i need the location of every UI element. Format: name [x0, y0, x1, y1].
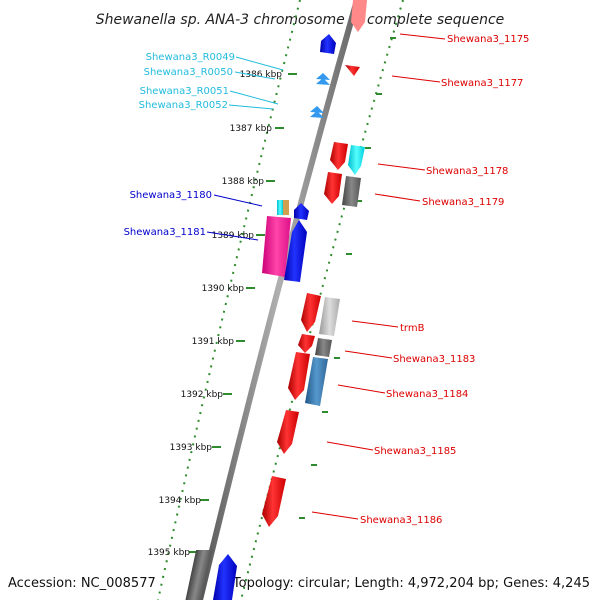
gene-label[interactable]: Shewana3_1177	[441, 78, 523, 89]
gene-shewana3-1180[interactable]	[277, 200, 283, 215]
right-gene-labels: Shewana3_1175 Shewana3_1177 Shewana3_117…	[360, 34, 529, 526]
kbp-label: 1390 kbp	[202, 284, 245, 294]
gene-shewana3-r0051[interactable]	[310, 106, 324, 113]
gene-shewana3-1180-b[interactable]	[283, 200, 289, 215]
gene-shewana3-r0049[interactable]	[316, 73, 330, 80]
gene-label[interactable]: Shewana3_1175	[447, 34, 529, 45]
gene-label[interactable]: Shewana3_1179	[422, 197, 504, 208]
forward-features	[262, 0, 367, 527]
gene-shewana3-1183-neighbor[interactable]	[298, 334, 315, 353]
gene-shewana3-1178[interactable]	[330, 142, 348, 170]
gene-label[interactable]: Shewana3_1184	[386, 389, 468, 400]
gene-shewana3-1184-neighbor[interactable]	[288, 352, 310, 400]
kbp-label: 1387 kbp	[230, 124, 273, 134]
topology-label: Topology: circular; Length: 4,972,204 bp…	[232, 576, 590, 591]
gene-shewana3-1181[interactable]	[284, 220, 307, 282]
gene-shewana3-1186[interactable]	[262, 476, 286, 527]
kbp-label: 1393 kbp	[170, 443, 213, 453]
left-gene-labels: Shewana3_R0049 Shewana3_R0050 Shewana3_R…	[124, 52, 235, 238]
left-leader-lines	[206, 56, 284, 241]
accession-label: Accession: NC_008577	[8, 576, 156, 591]
gene-shewana3-1177[interactable]	[345, 65, 360, 76]
gene-blue-bottom[interactable]	[213, 554, 237, 600]
kbp-label: 1395 kbp	[148, 548, 191, 558]
gene-label[interactable]: Shewana3_1185	[374, 446, 456, 457]
right-leader-lines	[311, 33, 446, 520]
kbp-label: 1394 kbp	[159, 496, 202, 506]
chromosome-backbone	[197, 0, 360, 600]
gene-shewana3-r0052[interactable]	[310, 111, 324, 118]
kbp-label: 1388 kbp	[222, 177, 265, 187]
kbp-label: 1392 kbp	[181, 390, 224, 400]
gene-shewana3-1175[interactable]	[351, 0, 367, 32]
gene-shewana3-1178-partner[interactable]	[348, 145, 365, 175]
gene-label[interactable]: Shewana3_1180	[130, 190, 212, 201]
gene-label[interactable]: Shewana3_R0049	[146, 52, 235, 63]
gene-label[interactable]: trmB	[400, 323, 425, 334]
gene-trmb[interactable]	[319, 297, 340, 336]
gene-shewana3-1185[interactable]	[277, 410, 299, 454]
gene-label[interactable]: Shewana3_R0050	[144, 67, 233, 78]
gene-label[interactable]: Shewana3_R0052	[139, 100, 228, 111]
gene-gray-bottom[interactable]	[185, 550, 213, 600]
gene-shewana3-1181-partner[interactable]	[262, 216, 291, 277]
kbp-label: 1386 kbp	[240, 70, 283, 80]
gene-shewana3-1179-partner[interactable]	[342, 176, 361, 207]
gene-label[interactable]: Shewana3_R0051	[140, 86, 229, 97]
gene-label[interactable]: Shewana3_1186	[360, 515, 442, 526]
gene-shewana3-r0050[interactable]	[316, 78, 330, 85]
gene-label[interactable]: Shewana3_1181	[124, 227, 206, 238]
gene-label[interactable]: Shewana3_1183	[393, 354, 475, 365]
gene-shewana3-1183[interactable]	[315, 338, 332, 357]
gene-shewana3-1184[interactable]	[305, 357, 328, 406]
map-title: Shewanella sp. ANA-3 chromosome 1, compl…	[96, 12, 505, 28]
gene-shewana3-1179[interactable]	[324, 172, 342, 204]
reverse-features	[185, 34, 336, 600]
gene-blue-top[interactable]	[320, 34, 336, 54]
scale-labels: 1386 kbp 1387 kbp 1388 kbp 1389 kbp 1390…	[148, 70, 283, 558]
gene-label[interactable]: Shewana3_1178	[426, 166, 508, 177]
gene-trmb-neighbor[interactable]	[301, 293, 321, 332]
gene-shewana3-1180-c[interactable]	[294, 203, 309, 220]
scale-ticks	[189, 37, 396, 553]
kbp-label: 1391 kbp	[192, 337, 235, 347]
